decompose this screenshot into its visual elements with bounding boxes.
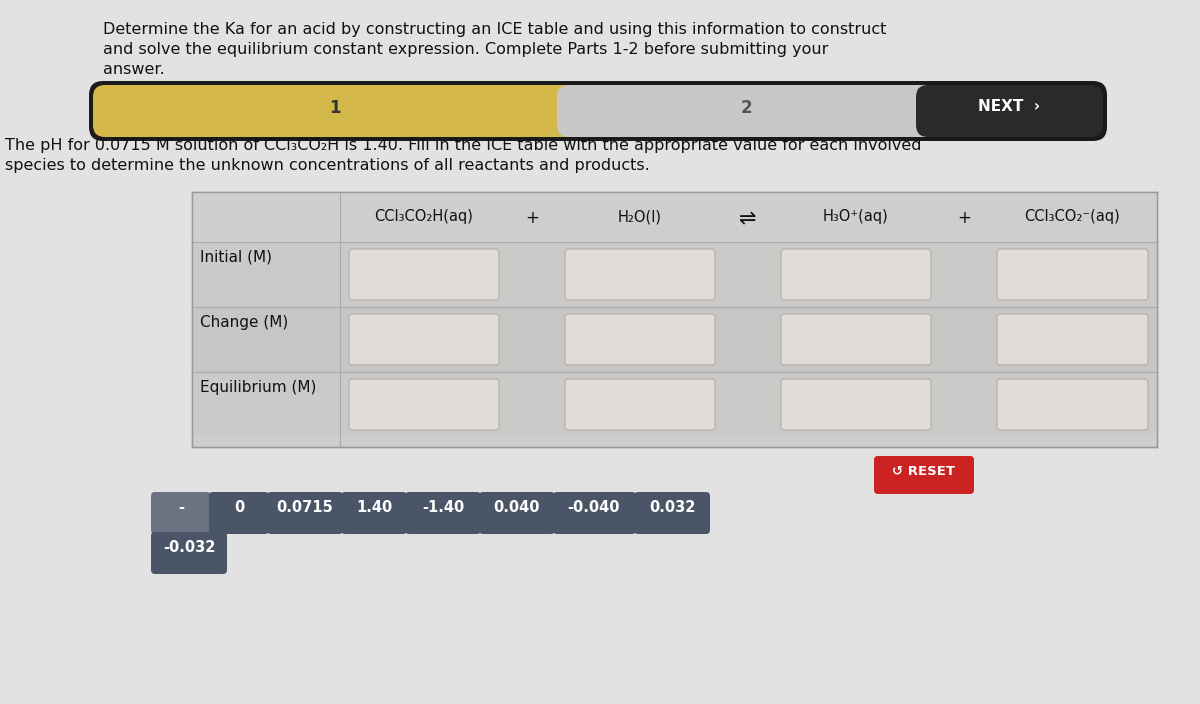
FancyBboxPatch shape [479,492,554,534]
Bar [192,192,1157,242]
FancyBboxPatch shape [634,492,710,534]
FancyBboxPatch shape [565,249,715,300]
Text: +: + [958,209,971,227]
Text: -: - [178,500,184,515]
FancyBboxPatch shape [94,85,577,137]
FancyBboxPatch shape [151,492,211,534]
Text: +: + [526,209,539,227]
FancyBboxPatch shape [151,532,227,574]
Text: -0.040: -0.040 [568,500,620,515]
Bar [192,242,1157,307]
Text: -0.032: -0.032 [163,540,215,555]
Text: 0.032: 0.032 [649,500,695,515]
Text: The pH for 0.0715 M solution of CCl₃CO₂H is 1.40. Fill in the ICE table with the: The pH for 0.0715 M solution of CCl₃CO₂H… [5,138,922,153]
Text: H₃O⁺(aq): H₃O⁺(aq) [823,209,889,224]
Text: answer.: answer. [103,62,164,77]
FancyBboxPatch shape [553,492,636,534]
Text: 1: 1 [329,99,341,117]
Text: Initial (M): Initial (M) [200,250,272,265]
FancyBboxPatch shape [557,85,936,137]
FancyBboxPatch shape [565,379,715,430]
Text: species to determine the unknown concentrations of all reactants and products.: species to determine the unknown concent… [5,158,649,173]
Text: 1.40: 1.40 [356,500,392,515]
FancyBboxPatch shape [997,379,1148,430]
Text: 0: 0 [234,500,244,515]
FancyBboxPatch shape [916,85,1103,137]
FancyBboxPatch shape [349,314,499,365]
FancyBboxPatch shape [341,492,407,534]
FancyBboxPatch shape [349,379,499,430]
Text: 0.0715: 0.0715 [277,500,334,515]
Text: Change (M): Change (M) [200,315,288,330]
FancyBboxPatch shape [266,492,343,534]
FancyBboxPatch shape [997,314,1148,365]
Text: H₂O(l): H₂O(l) [618,209,662,224]
Bar [192,307,1157,372]
FancyBboxPatch shape [781,379,931,430]
FancyBboxPatch shape [874,456,974,494]
FancyBboxPatch shape [89,81,1108,141]
FancyBboxPatch shape [349,249,499,300]
Text: ⇌: ⇌ [739,209,757,229]
Bar [192,192,1157,447]
Bar [192,372,1157,437]
Text: CCl₃CO₂⁻(aq): CCl₃CO₂⁻(aq) [1024,209,1120,224]
Text: NEXT  ›: NEXT › [978,99,1040,114]
FancyBboxPatch shape [781,314,931,365]
Text: Equilibrium (M): Equilibrium (M) [200,380,317,395]
FancyBboxPatch shape [997,249,1148,300]
Text: ↺ RESET: ↺ RESET [893,465,955,478]
FancyBboxPatch shape [565,314,715,365]
FancyBboxPatch shape [781,249,931,300]
Text: Determine the Ka for an acid by constructing an ICE table and using this informa: Determine the Ka for an acid by construc… [103,22,887,37]
Text: 0.040: 0.040 [493,500,540,515]
Text: -1.40: -1.40 [422,500,464,515]
FancyBboxPatch shape [209,492,269,534]
FancyBboxPatch shape [406,492,481,534]
Text: 2: 2 [740,99,752,117]
Text: and solve the equilibrium constant expression. Complete Parts 1-2 before submitt: and solve the equilibrium constant expre… [103,42,828,57]
Text: CCl₃CO₂H(aq): CCl₃CO₂H(aq) [374,209,474,224]
